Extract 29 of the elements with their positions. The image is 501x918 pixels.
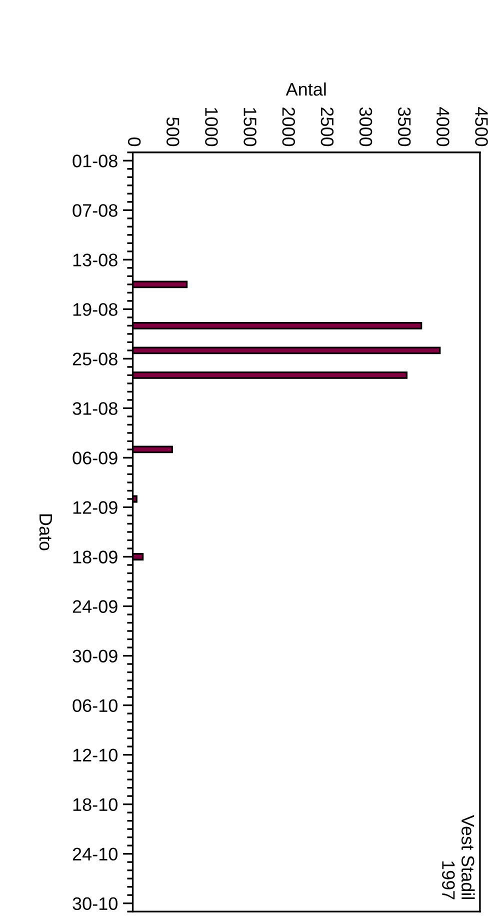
y-tick-label: 07-08 [72,204,118,217]
x-tick-label: 1500 [244,108,256,146]
x-tick-label: 3500 [398,107,411,146]
y-tick-label: 18-10 [73,798,118,812]
y-tick-label: 24-10 [72,848,118,861]
y-tick-label: 12-10 [73,748,118,762]
y-tick-label: 06-10 [72,699,118,712]
y-tick-label: 06-09 [72,452,118,464]
y-tick-label: 01-08 [72,154,118,168]
y-tick-label: 25-08 [72,352,118,366]
x-tick-label: 0 [128,137,141,146]
y-axis-title: Dato [39,514,52,550]
x-axis-title: Antal [286,82,326,96]
y-tick-label: 24-09 [72,600,118,613]
y-tick-label: 19-08 [73,303,118,316]
x-tick-label: 4500 [475,107,488,146]
y-tick-label: 18-09 [73,550,118,564]
y-tick-label: 30-10 [72,897,118,910]
x-tick-label: 2500 [320,108,334,146]
x-tick-label: 500 [166,117,180,146]
y-tick-label: 31-08 [72,402,118,415]
annotation: Vest Stadil 1997 [442,814,475,900]
y-tick-label: 13-08 [73,254,118,266]
x-tick-label: 2000 [282,108,296,146]
x-tick-label: 1000 [205,108,218,146]
y-tick-label: 30-09 [72,650,118,662]
x-tick-label: 4000 [436,107,450,146]
y-tick-label: 12-09 [73,501,118,514]
x-tick-label: 3000 [359,107,372,146]
